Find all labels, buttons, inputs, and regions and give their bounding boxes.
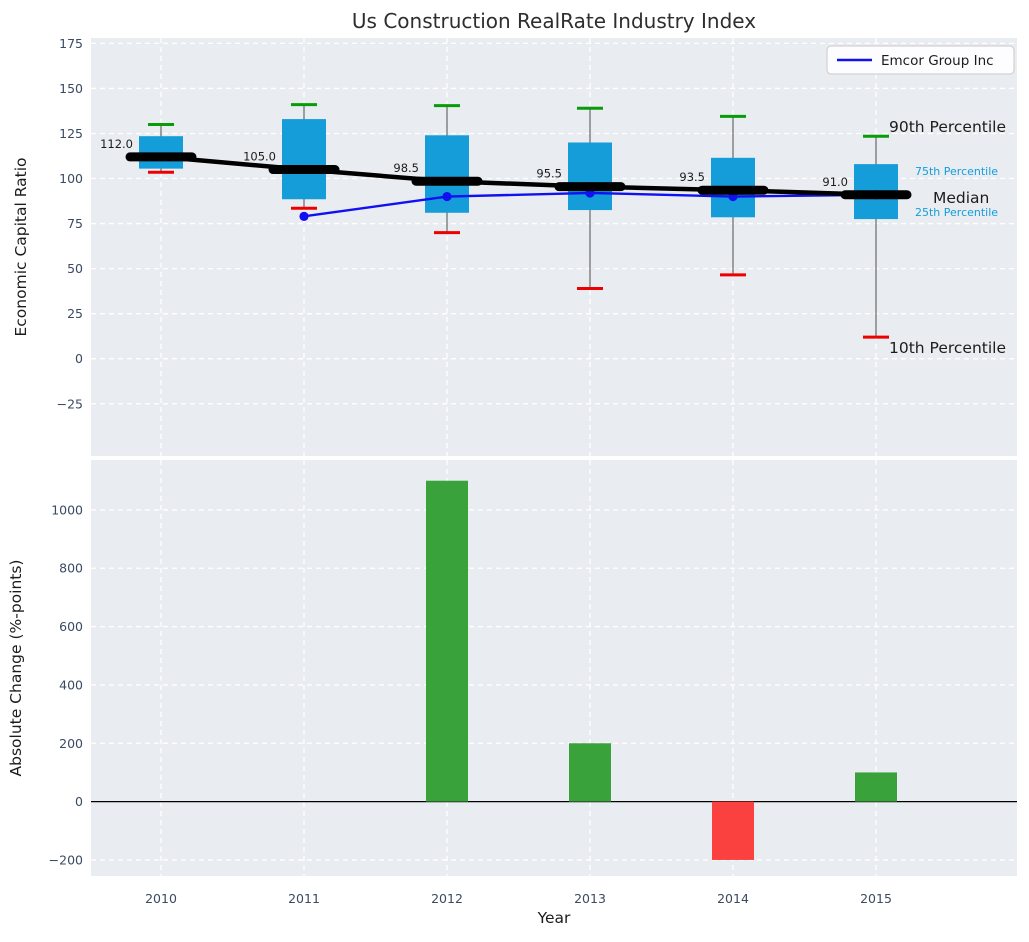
bottom-chart-marks	[91, 480, 1017, 860]
top-y-tick-label: 50	[67, 261, 83, 276]
change-bar-positive	[855, 772, 897, 802]
tick-labels: 175 150 125 100 75 50 25 0 −25 1000 800 600 400 200 0 −…	[49, 36, 892, 906]
axes-backgrounds	[91, 38, 1017, 876]
bottom-y-tick-label: 600	[59, 619, 83, 634]
median-value-labels: 112.0 105.0 98.5 95.5 93.5 91.0	[100, 137, 848, 189]
bottom-y-tick-label: −200	[49, 852, 83, 867]
top-y-tick-label: 75	[67, 216, 83, 231]
x-tick-label: 2010	[145, 891, 177, 906]
change-bar-negative	[712, 801, 754, 860]
median-value-label: 95.5	[536, 167, 562, 181]
top-y-tick-label: 25	[67, 306, 83, 321]
bottom-y-tick-label: 0	[75, 794, 83, 809]
bottom-y-tick-label: 400	[59, 677, 83, 692]
chart-title: Us Construction RealRate Industry Index	[352, 9, 756, 33]
median-value-label: 91.0	[822, 175, 848, 189]
bottom-axes-background	[91, 460, 1017, 876]
x-tick-label: 2014	[717, 891, 749, 906]
bottom-y-tick-label: 800	[59, 561, 83, 576]
annotation-75th-percentile: 75th Percentile	[915, 165, 998, 178]
iqr-box	[282, 119, 326, 200]
top-y-tick-label: 0	[75, 351, 83, 366]
top-y-axis-label: Economic Capital Ratio	[12, 157, 30, 336]
annotation-90th-percentile: 90th Percentile	[889, 118, 1006, 136]
emcor-point	[442, 191, 452, 202]
legend: Emcor Group Inc	[826, 45, 1015, 75]
median-value-label: 105.0	[243, 150, 276, 164]
bottom-y-tick-label: 200	[59, 736, 83, 751]
x-tick-label: 2015	[860, 891, 892, 906]
x-tick-label: 2012	[431, 891, 463, 906]
median-value-label: 112.0	[100, 137, 133, 151]
median-value-label: 98.5	[393, 161, 419, 175]
median-value-label: 93.5	[679, 170, 705, 184]
legend-box	[826, 45, 1015, 75]
top-y-tick-label: 100	[59, 171, 83, 186]
top-y-tick-label: 175	[59, 36, 83, 51]
bottom-y-axis-label: Absolute Change (%-points)	[7, 560, 25, 777]
top-y-tick-label: −25	[57, 396, 83, 411]
annotation-median: Median	[933, 189, 989, 207]
change-bar-positive	[426, 480, 468, 802]
annotation-25th-percentile: 25th Percentile	[915, 206, 998, 219]
annotation-10th-percentile: 10th Percentile	[889, 339, 1006, 357]
x-axis-label: Year	[537, 909, 571, 927]
bottom-y-tick-label: 1000	[51, 502, 83, 517]
emcor-point	[299, 211, 309, 221]
top-chart-marks	[125, 103, 912, 339]
x-tick-label: 2013	[574, 891, 606, 906]
x-tick-label: 2011	[288, 891, 320, 906]
top-axes-background	[91, 38, 1017, 456]
top-y-tick-label: 150	[59, 81, 83, 96]
iqr-box	[568, 142, 612, 211]
top-y-tick-label: 125	[59, 126, 83, 141]
change-bar-positive	[569, 743, 611, 802]
legend-label: Emcor Group Inc	[881, 53, 994, 69]
iqr-box	[139, 136, 183, 169]
